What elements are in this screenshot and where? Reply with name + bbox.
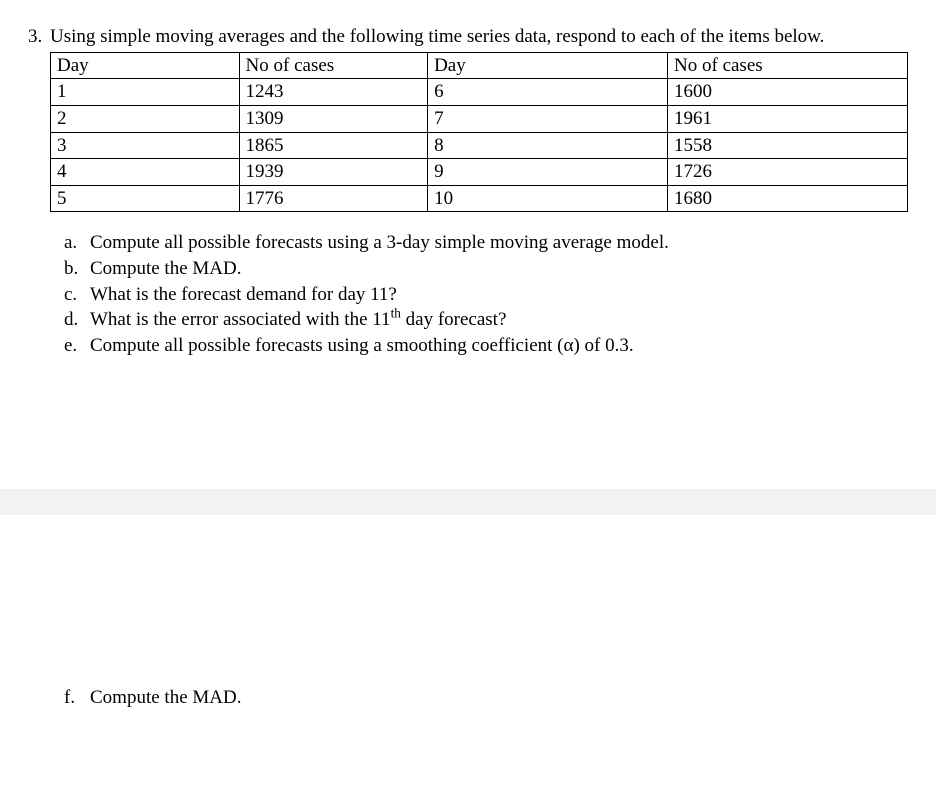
subpart-text: What is the error associated with the 11… bbox=[90, 307, 908, 333]
subpart-d: d. What is the error associated with the… bbox=[64, 307, 908, 333]
subpart-marker: f. bbox=[64, 685, 90, 711]
subpart-marker: c. bbox=[64, 282, 90, 308]
cell-day: 4 bbox=[51, 159, 240, 186]
subpart-text: Compute the MAD. bbox=[90, 685, 241, 711]
header-day-left: Day bbox=[51, 52, 240, 79]
subparts-list: a. Compute all possible forecasts using … bbox=[64, 230, 908, 358]
cell-day: 2 bbox=[51, 105, 240, 132]
problem-body: Using simple moving averages and the fol… bbox=[50, 24, 908, 359]
subpart-f-block: f. Compute the MAD. bbox=[64, 685, 908, 711]
cell-cases: 1865 bbox=[239, 132, 428, 159]
table-row: 5 1776 10 1680 bbox=[51, 185, 908, 212]
cell-day: 10 bbox=[428, 185, 668, 212]
cell-day: 7 bbox=[428, 105, 668, 132]
table-header-row: Day No of cases Day No of cases bbox=[51, 52, 908, 79]
subpart-f: f. Compute the MAD. bbox=[64, 685, 908, 711]
table-row: 3 1865 8 1558 bbox=[51, 132, 908, 159]
subpart-text: Compute the MAD. bbox=[90, 256, 908, 282]
subpart-marker: a. bbox=[64, 230, 90, 256]
subpart-c: c. What is the forecast demand for day 1… bbox=[64, 282, 908, 308]
cell-day: 5 bbox=[51, 185, 240, 212]
subpart-marker: b. bbox=[64, 256, 90, 282]
header-cases-left: No of cases bbox=[239, 52, 428, 79]
table-row: 4 1939 9 1726 bbox=[51, 159, 908, 186]
problem-intro: Using simple moving averages and the fol… bbox=[50, 24, 908, 50]
header-cases-right: No of cases bbox=[668, 52, 908, 79]
subpart-d-pre: What is the error associated with the 11 bbox=[90, 309, 391, 330]
cell-cases: 1558 bbox=[668, 132, 908, 159]
cell-day: 1 bbox=[51, 79, 240, 106]
cell-cases: 1939 bbox=[239, 159, 428, 186]
header-day-right: Day bbox=[428, 52, 668, 79]
cell-cases: 1600 bbox=[668, 79, 908, 106]
data-table: Day No of cases Day No of cases 1 1243 6… bbox=[50, 52, 908, 213]
table-row: 1 1243 6 1600 bbox=[51, 79, 908, 106]
subpart-d-post: day forecast? bbox=[401, 309, 507, 330]
subpart-a: a. Compute all possible forecasts using … bbox=[64, 230, 908, 256]
subpart-e: e. Compute all possible forecasts using … bbox=[64, 333, 908, 359]
cell-cases: 1726 bbox=[668, 159, 908, 186]
cell-day: 9 bbox=[428, 159, 668, 186]
superscript-th: th bbox=[391, 306, 401, 321]
problem-number: 3. bbox=[28, 24, 50, 359]
cell-cases: 1961 bbox=[668, 105, 908, 132]
cell-day: 3 bbox=[51, 132, 240, 159]
subpart-marker: e. bbox=[64, 333, 90, 359]
cell-day: 6 bbox=[428, 79, 668, 106]
subpart-marker: d. bbox=[64, 307, 90, 333]
problem-block: 3. Using simple moving averages and the … bbox=[28, 24, 908, 359]
subpart-b: b. Compute the MAD. bbox=[64, 256, 908, 282]
table-row: 2 1309 7 1961 bbox=[51, 105, 908, 132]
cell-cases: 1680 bbox=[668, 185, 908, 212]
subpart-text: Compute all possible forecasts using a 3… bbox=[90, 230, 908, 256]
cell-cases: 1776 bbox=[239, 185, 428, 212]
cell-cases: 1309 bbox=[239, 105, 428, 132]
cell-cases: 1243 bbox=[239, 79, 428, 106]
cell-day: 8 bbox=[428, 132, 668, 159]
separator-band bbox=[0, 489, 936, 515]
subpart-text: What is the forecast demand for day 11? bbox=[90, 282, 908, 308]
subpart-text: Compute all possible forecasts using a s… bbox=[90, 333, 908, 359]
